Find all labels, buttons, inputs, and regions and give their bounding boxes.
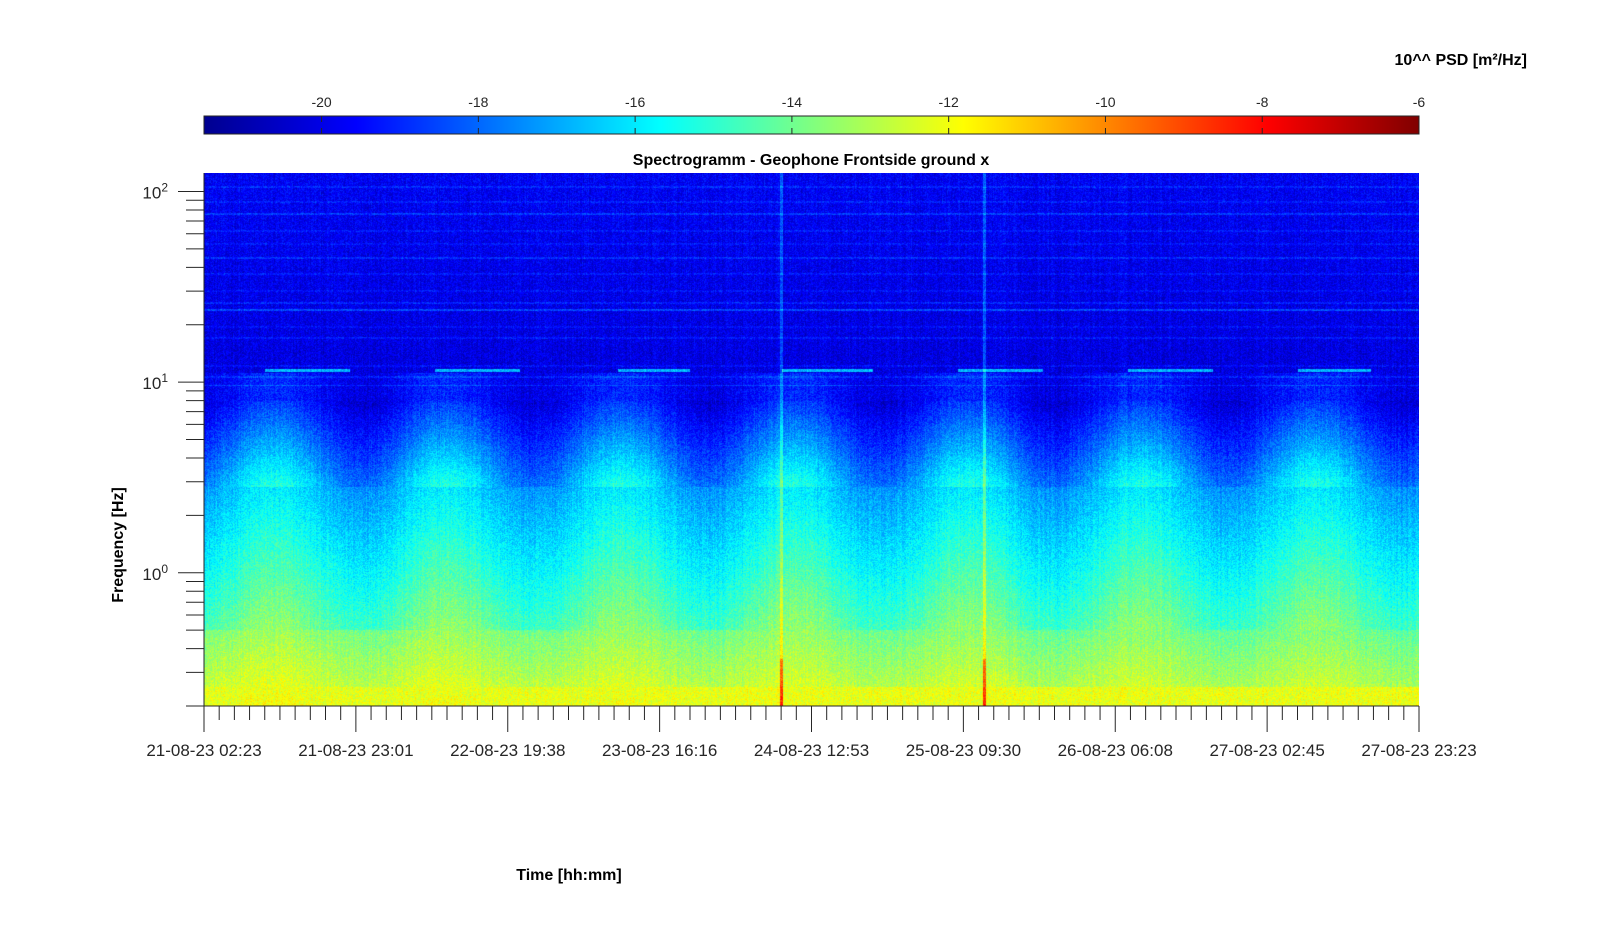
colorbar-tick-label: -10 (1095, 94, 1115, 110)
y-axis: 100 101 102 (142, 173, 205, 707)
colorbar-label: 10^^ PSD [m²/Hz] (1395, 52, 1527, 69)
colorbar-tick-label: -6 (1413, 94, 1426, 110)
colorbar-tick-label: -18 (468, 94, 488, 110)
colorbar-tick-label: -8 (1256, 94, 1269, 110)
y-tick-label: 102 (142, 180, 168, 202)
spectrogram-image (204, 173, 1419, 706)
colorbar-tick-label: -16 (625, 94, 645, 110)
colorbar-tick-label: -12 (939, 94, 959, 110)
colorbar: -20 -18 -16 -14 -12 -10 -8 -6 (203, 94, 1425, 135)
colorbar-ticks: -20 -18 -16 -14 -12 -10 -8 -6 (311, 94, 1425, 134)
x-axis-label: Time [hh:mm] (516, 867, 621, 884)
x-tick-label: 27-08-23 02:45 (1209, 741, 1324, 760)
x-tick-label: 21-08-23 23:01 (298, 741, 413, 760)
x-tick-label: 25-08-23 09:30 (906, 741, 1021, 760)
colorbar-tick-label: -14 (782, 94, 802, 110)
x-tick-label: 26-08-23 06:08 (1058, 741, 1173, 760)
x-tick-label: 23-08-23 16:16 (602, 741, 717, 760)
y-tick-label: 101 (142, 371, 168, 393)
y-axis-label: Frequency [Hz] (110, 487, 127, 603)
colorbar-frame (203, 115, 1420, 135)
x-tick-label: 24-08-23 12:53 (754, 741, 869, 760)
x-axis: 21-08-23 02:23 21-08-23 23:01 22-08-23 19:… (146, 705, 1477, 760)
x-tick-label: 27-08-23 23:23 (1361, 741, 1476, 760)
colorbar-gradient (204, 116, 1419, 134)
colorbar-tick-label: -20 (311, 94, 331, 110)
x-tick-label: 22-08-23 19:38 (450, 741, 565, 760)
chart-title: Spectrogramm - Geophone Frontside ground… (633, 152, 990, 169)
x-tick-label: 21-08-23 02:23 (146, 741, 261, 760)
y-tick-label: 100 (142, 562, 168, 584)
